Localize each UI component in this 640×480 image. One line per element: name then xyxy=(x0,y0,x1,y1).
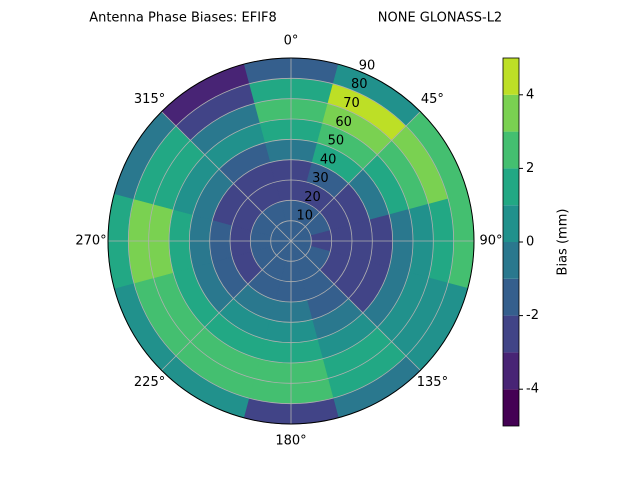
colorbar-band xyxy=(503,278,519,316)
theta-tick-label: 180° xyxy=(275,434,306,449)
polar-frame xyxy=(107,57,475,425)
colorbar-label: Bias (mm) xyxy=(556,209,571,276)
theta-tick-label: 90° xyxy=(479,234,502,249)
chart-title: Antenna Phase Biases: EFIF8 xyxy=(89,11,277,26)
colorbar-tick-label: 4 xyxy=(526,87,534,102)
r-tick-label: 90 xyxy=(359,58,376,73)
r-tick-label: 40 xyxy=(320,152,337,167)
r-tick-label: 50 xyxy=(328,134,345,149)
colorbar-tick-label: -4 xyxy=(526,382,539,397)
colorbar-band xyxy=(503,58,519,95)
grid-spoke xyxy=(161,240,292,371)
theta-tick-label: 45° xyxy=(421,92,444,107)
theta-tick-label: 315° xyxy=(134,92,165,107)
colorbar-band xyxy=(503,352,519,390)
chart-subtitle: NONE GLONASS-L2 xyxy=(378,11,502,26)
r-tick-label: 10 xyxy=(297,209,314,224)
r-tick-label: 30 xyxy=(312,171,329,186)
colorbar-tick-label: 0 xyxy=(526,235,534,250)
colorbar-band xyxy=(503,389,519,426)
colorbar-band xyxy=(503,315,519,353)
colorbar-band xyxy=(503,131,519,169)
colorbar-tick-label: -2 xyxy=(526,308,539,323)
colorbar-band xyxy=(503,168,519,206)
colorbar-band xyxy=(503,242,519,279)
theta-tick-label: 225° xyxy=(134,375,165,390)
grid-spoke xyxy=(290,240,421,371)
theta-tick-label: 270° xyxy=(75,234,106,249)
colorbar-band xyxy=(503,94,519,132)
grid-spoke xyxy=(161,111,292,242)
grid-spoke xyxy=(290,111,421,242)
r-tick-label: 60 xyxy=(335,115,352,130)
colorbar-band xyxy=(503,205,519,242)
r-tick-label: 20 xyxy=(304,190,321,205)
colorbar-tick-label: 2 xyxy=(526,161,534,176)
theta-tick-label: 135° xyxy=(417,375,448,390)
r-tick-label: 70 xyxy=(343,96,360,111)
r-tick-label: 80 xyxy=(351,77,368,92)
theta-tick-label: 0° xyxy=(284,34,299,49)
